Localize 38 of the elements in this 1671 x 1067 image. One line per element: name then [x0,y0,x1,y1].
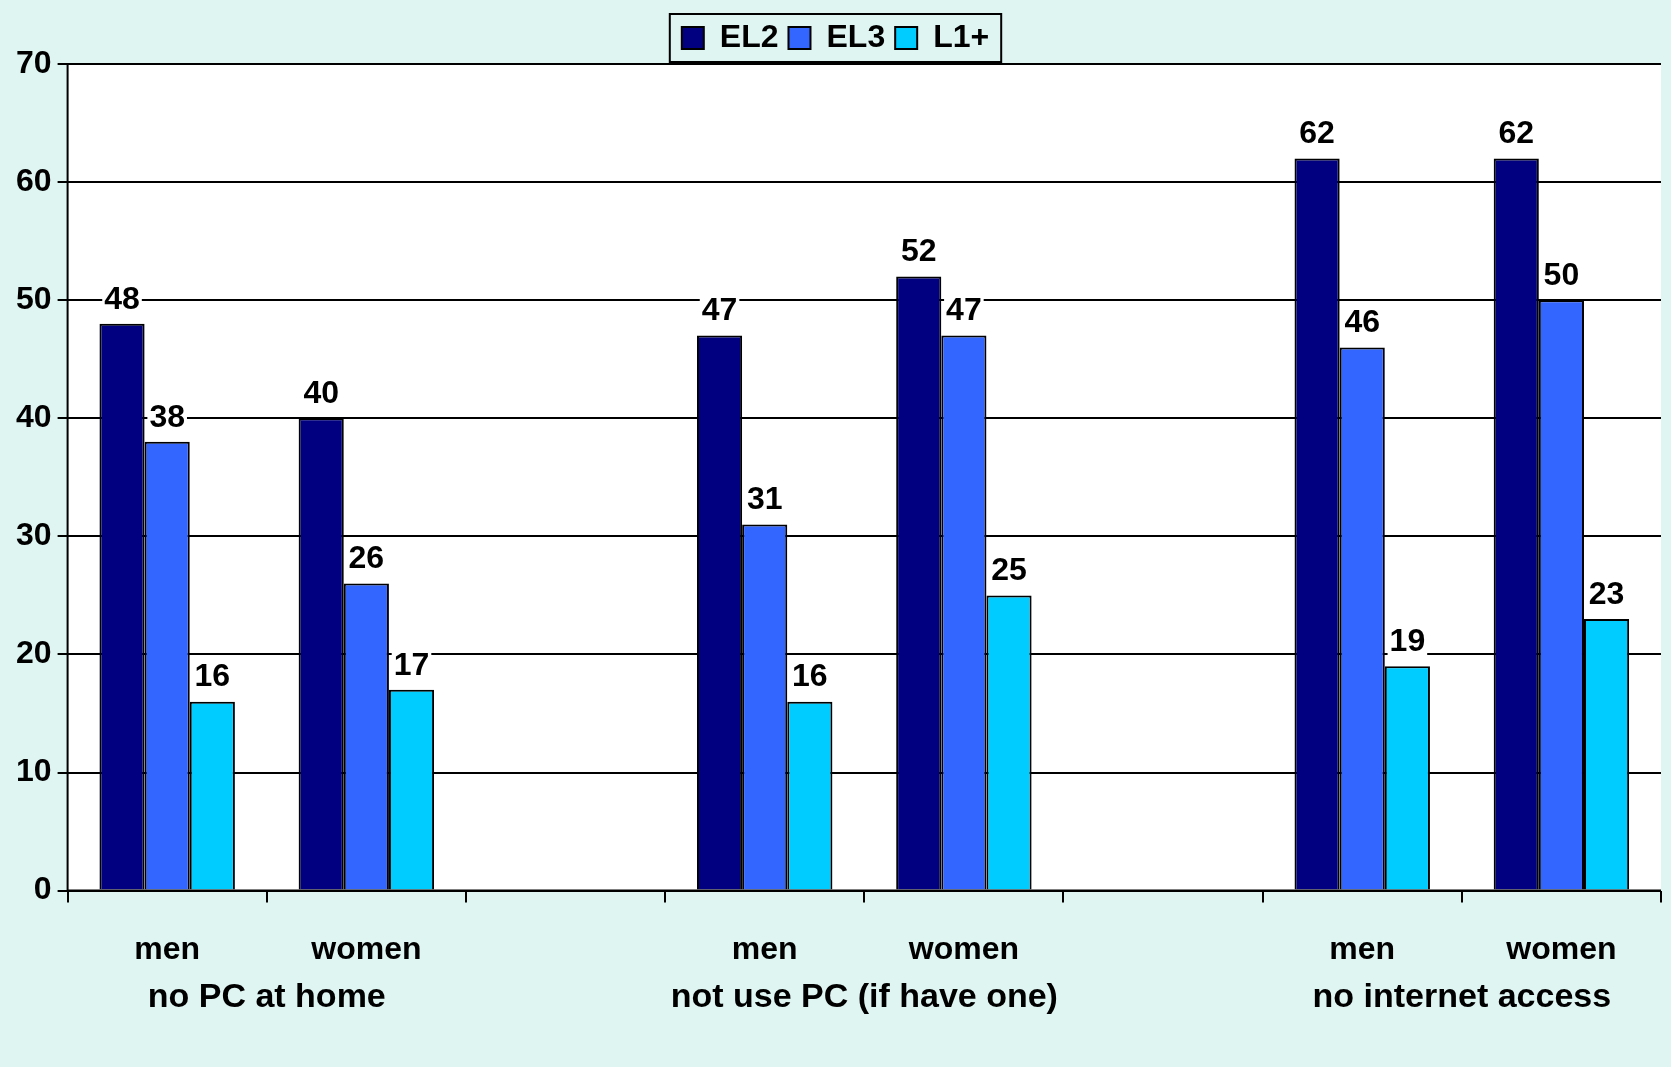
x-tick-label: women [310,929,422,966]
text: no internet access [1312,975,1612,1014]
x-tick-label: women [1505,929,1617,966]
legend-label: L1+ [933,17,990,54]
y-tick-label: 0 [33,870,52,907]
text: no PC at home [147,975,386,1014]
y-tick-label: 30 [16,516,52,553]
legend-label: EL3 [826,17,886,54]
data-label: 23 [1588,574,1625,611]
y-tick-label: 50 [16,280,52,316]
data-label: 62 [1498,114,1535,151]
data-label: 25 [991,551,1027,588]
data-label: 52 [900,232,937,269]
data-label: 47 [701,291,738,328]
y-tick-label: 20 [16,634,52,671]
x-tick-label: men [1329,929,1396,966]
data-label: 19 [1389,622,1426,659]
data-label: 16 [194,657,231,694]
data-label: 40 [303,374,340,411]
x-tick-label: men [134,929,201,966]
data-label: 48 [104,279,140,316]
data-label: 46 [1344,303,1381,340]
y-tick-label: 40 [16,398,52,435]
data-label: 38 [149,397,185,434]
data-label: 31 [746,480,783,517]
y-tick-label: 10 [16,752,52,789]
data-label: 17 [393,645,430,682]
text: not use PC (if have one) [670,975,1058,1014]
legend-label: EL2 [719,17,779,54]
data-label: 50 [1543,256,1580,292]
data-label: 16 [792,657,828,694]
data-label: 26 [348,539,385,576]
y-tick-label: 60 [16,161,52,198]
x-tick-label: women [907,929,1019,966]
data-label: 62 [1299,114,1335,151]
x-tick-label: men [731,929,798,966]
y-tick-label: 70 [16,43,52,80]
data-label: 47 [946,291,982,328]
